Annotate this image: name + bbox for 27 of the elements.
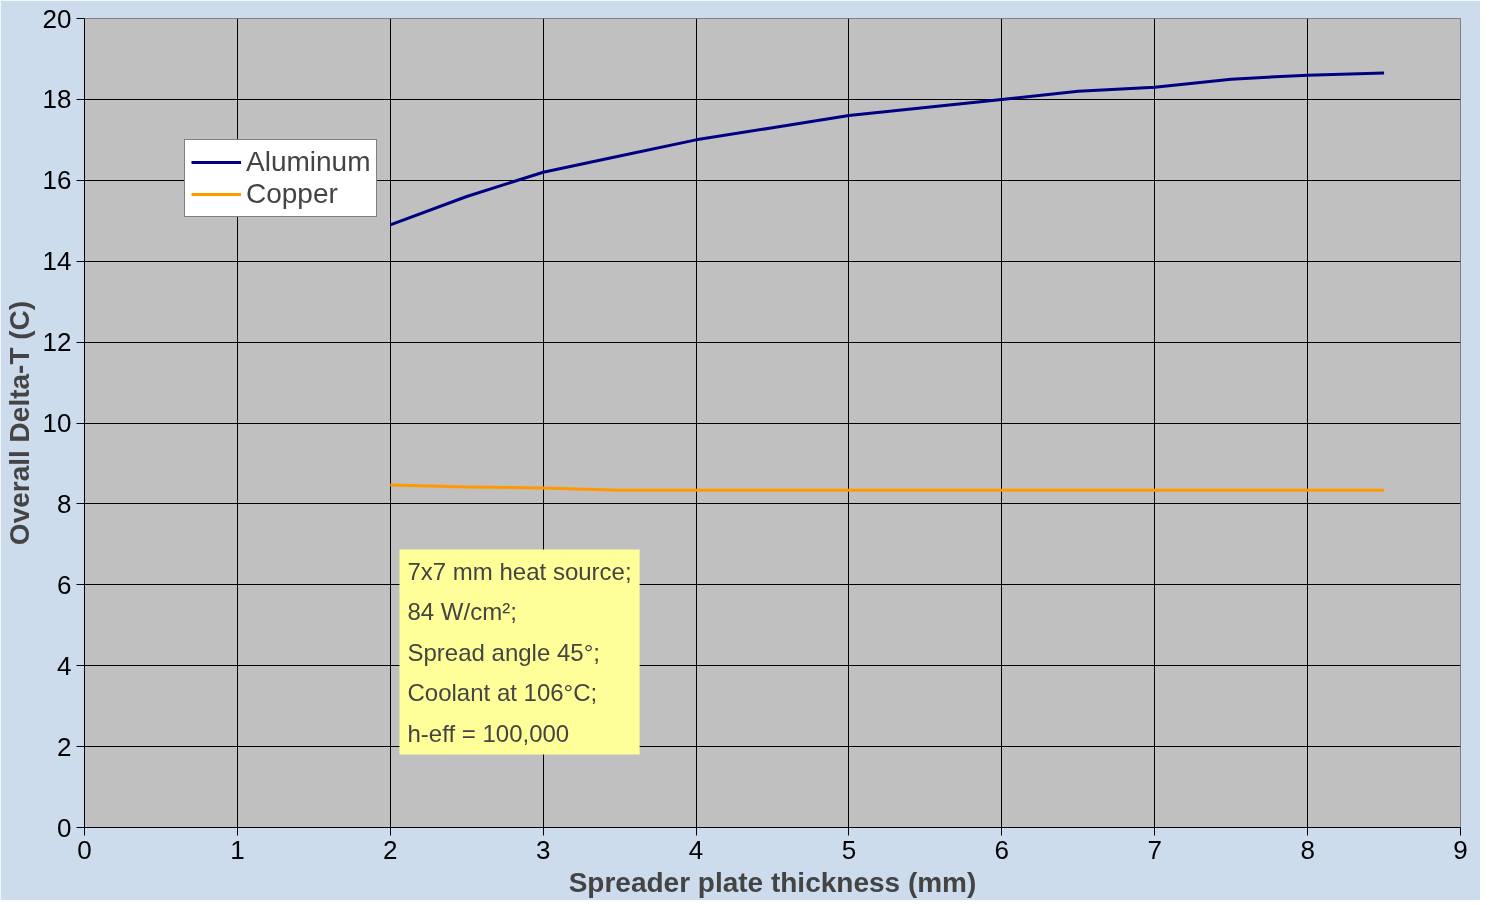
y-tick-label: 4 xyxy=(57,650,72,681)
x-tick-label: 6 xyxy=(994,834,1010,865)
y-tick-label: 20 xyxy=(42,3,72,34)
y-tick-label: 14 xyxy=(42,246,72,277)
x-tick-label: 9 xyxy=(1453,834,1468,865)
y-tick-label: 18 xyxy=(42,84,72,115)
legend-label: Aluminum xyxy=(246,146,371,178)
y-tick-label: 8 xyxy=(57,488,72,519)
x-tick-label: 3 xyxy=(535,834,551,865)
y-tick-label: 0 xyxy=(57,812,72,843)
legend-label: Copper xyxy=(246,178,338,210)
y-tick-label: 10 xyxy=(42,408,72,438)
x-tick-label: 4 xyxy=(688,834,704,865)
annotation: 7x7 mm heat source; 84 W/cm²; Spread angle 45°; Coolant at 106°C; h-eff = 100,000 xyxy=(407,557,632,747)
y-axis-title: Overall Delta-T (C) xyxy=(3,300,35,546)
x-tick-label: 2 xyxy=(383,834,398,865)
x-tick-label: 5 xyxy=(841,834,857,865)
x-tick-label: 8 xyxy=(1300,834,1315,865)
x-tick-label: 0 xyxy=(77,834,92,865)
y-tick-label: 16 xyxy=(42,165,72,196)
y-tick-label: 6 xyxy=(57,569,72,600)
y-tick-label: 12 xyxy=(42,327,72,358)
y-tick-label: 2 xyxy=(57,731,72,762)
x-tick-label: 7 xyxy=(1147,834,1162,865)
x-tick-label: 1 xyxy=(230,834,245,865)
x-axis-title: Spreader plate thickness (mm) xyxy=(568,866,977,898)
line-series xyxy=(388,71,1386,227)
